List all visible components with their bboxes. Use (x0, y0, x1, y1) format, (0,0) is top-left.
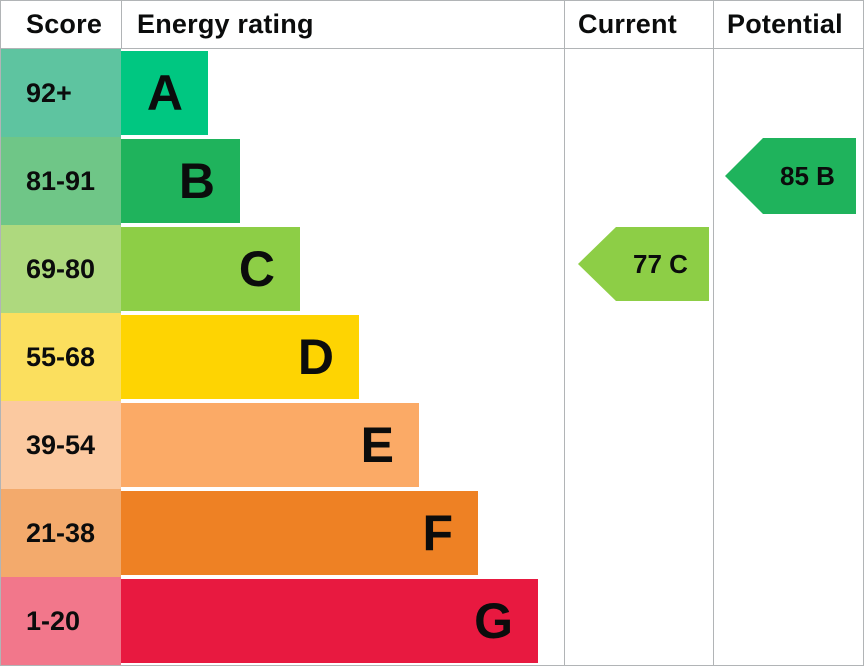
header-potential: Potential (727, 9, 843, 39)
band-row-b: 81-91 B (1, 137, 863, 225)
header-divider-line (1, 48, 863, 49)
score-range-b: 81-91 (1, 137, 121, 225)
potential-rating-marker: 85 B (725, 138, 856, 214)
band-bar-b: B (121, 139, 240, 223)
band-row-a: 92+ A (1, 49, 863, 137)
header-score: Score (26, 9, 103, 39)
band-bar-a: A (121, 51, 208, 135)
score-range-e: 39-54 (1, 401, 121, 489)
band-bar-c: C (121, 227, 300, 311)
band-bar-e: E (121, 403, 419, 487)
band-bar-d: D (121, 315, 359, 399)
score-range-f: 21-38 (1, 489, 121, 577)
band-row-c: 69-80 C (1, 225, 863, 313)
band-row-g: 1-20 G (1, 577, 863, 665)
header-current: Current (578, 9, 677, 39)
current-column-divider (564, 1, 565, 665)
band-row-e: 39-54 E (1, 401, 863, 489)
band-bar-f: F (121, 491, 478, 575)
score-range-a: 92+ (1, 49, 121, 137)
band-row-f: 21-38 F (1, 489, 863, 577)
score-column-divider (121, 1, 122, 48)
rating-bands: 92+ A 81-91 B 69-80 C 55-68 D 39-54 E 21-38 F 1-20 G (1, 49, 863, 665)
score-range-d: 55-68 (1, 313, 121, 401)
score-range-c: 69-80 (1, 225, 121, 313)
band-row-d: 55-68 D (1, 313, 863, 401)
band-bar-g: G (121, 579, 538, 663)
score-range-g: 1-20 (1, 577, 121, 665)
potential-column-divider (713, 1, 714, 665)
header-energy-rating: Energy rating (137, 9, 314, 39)
